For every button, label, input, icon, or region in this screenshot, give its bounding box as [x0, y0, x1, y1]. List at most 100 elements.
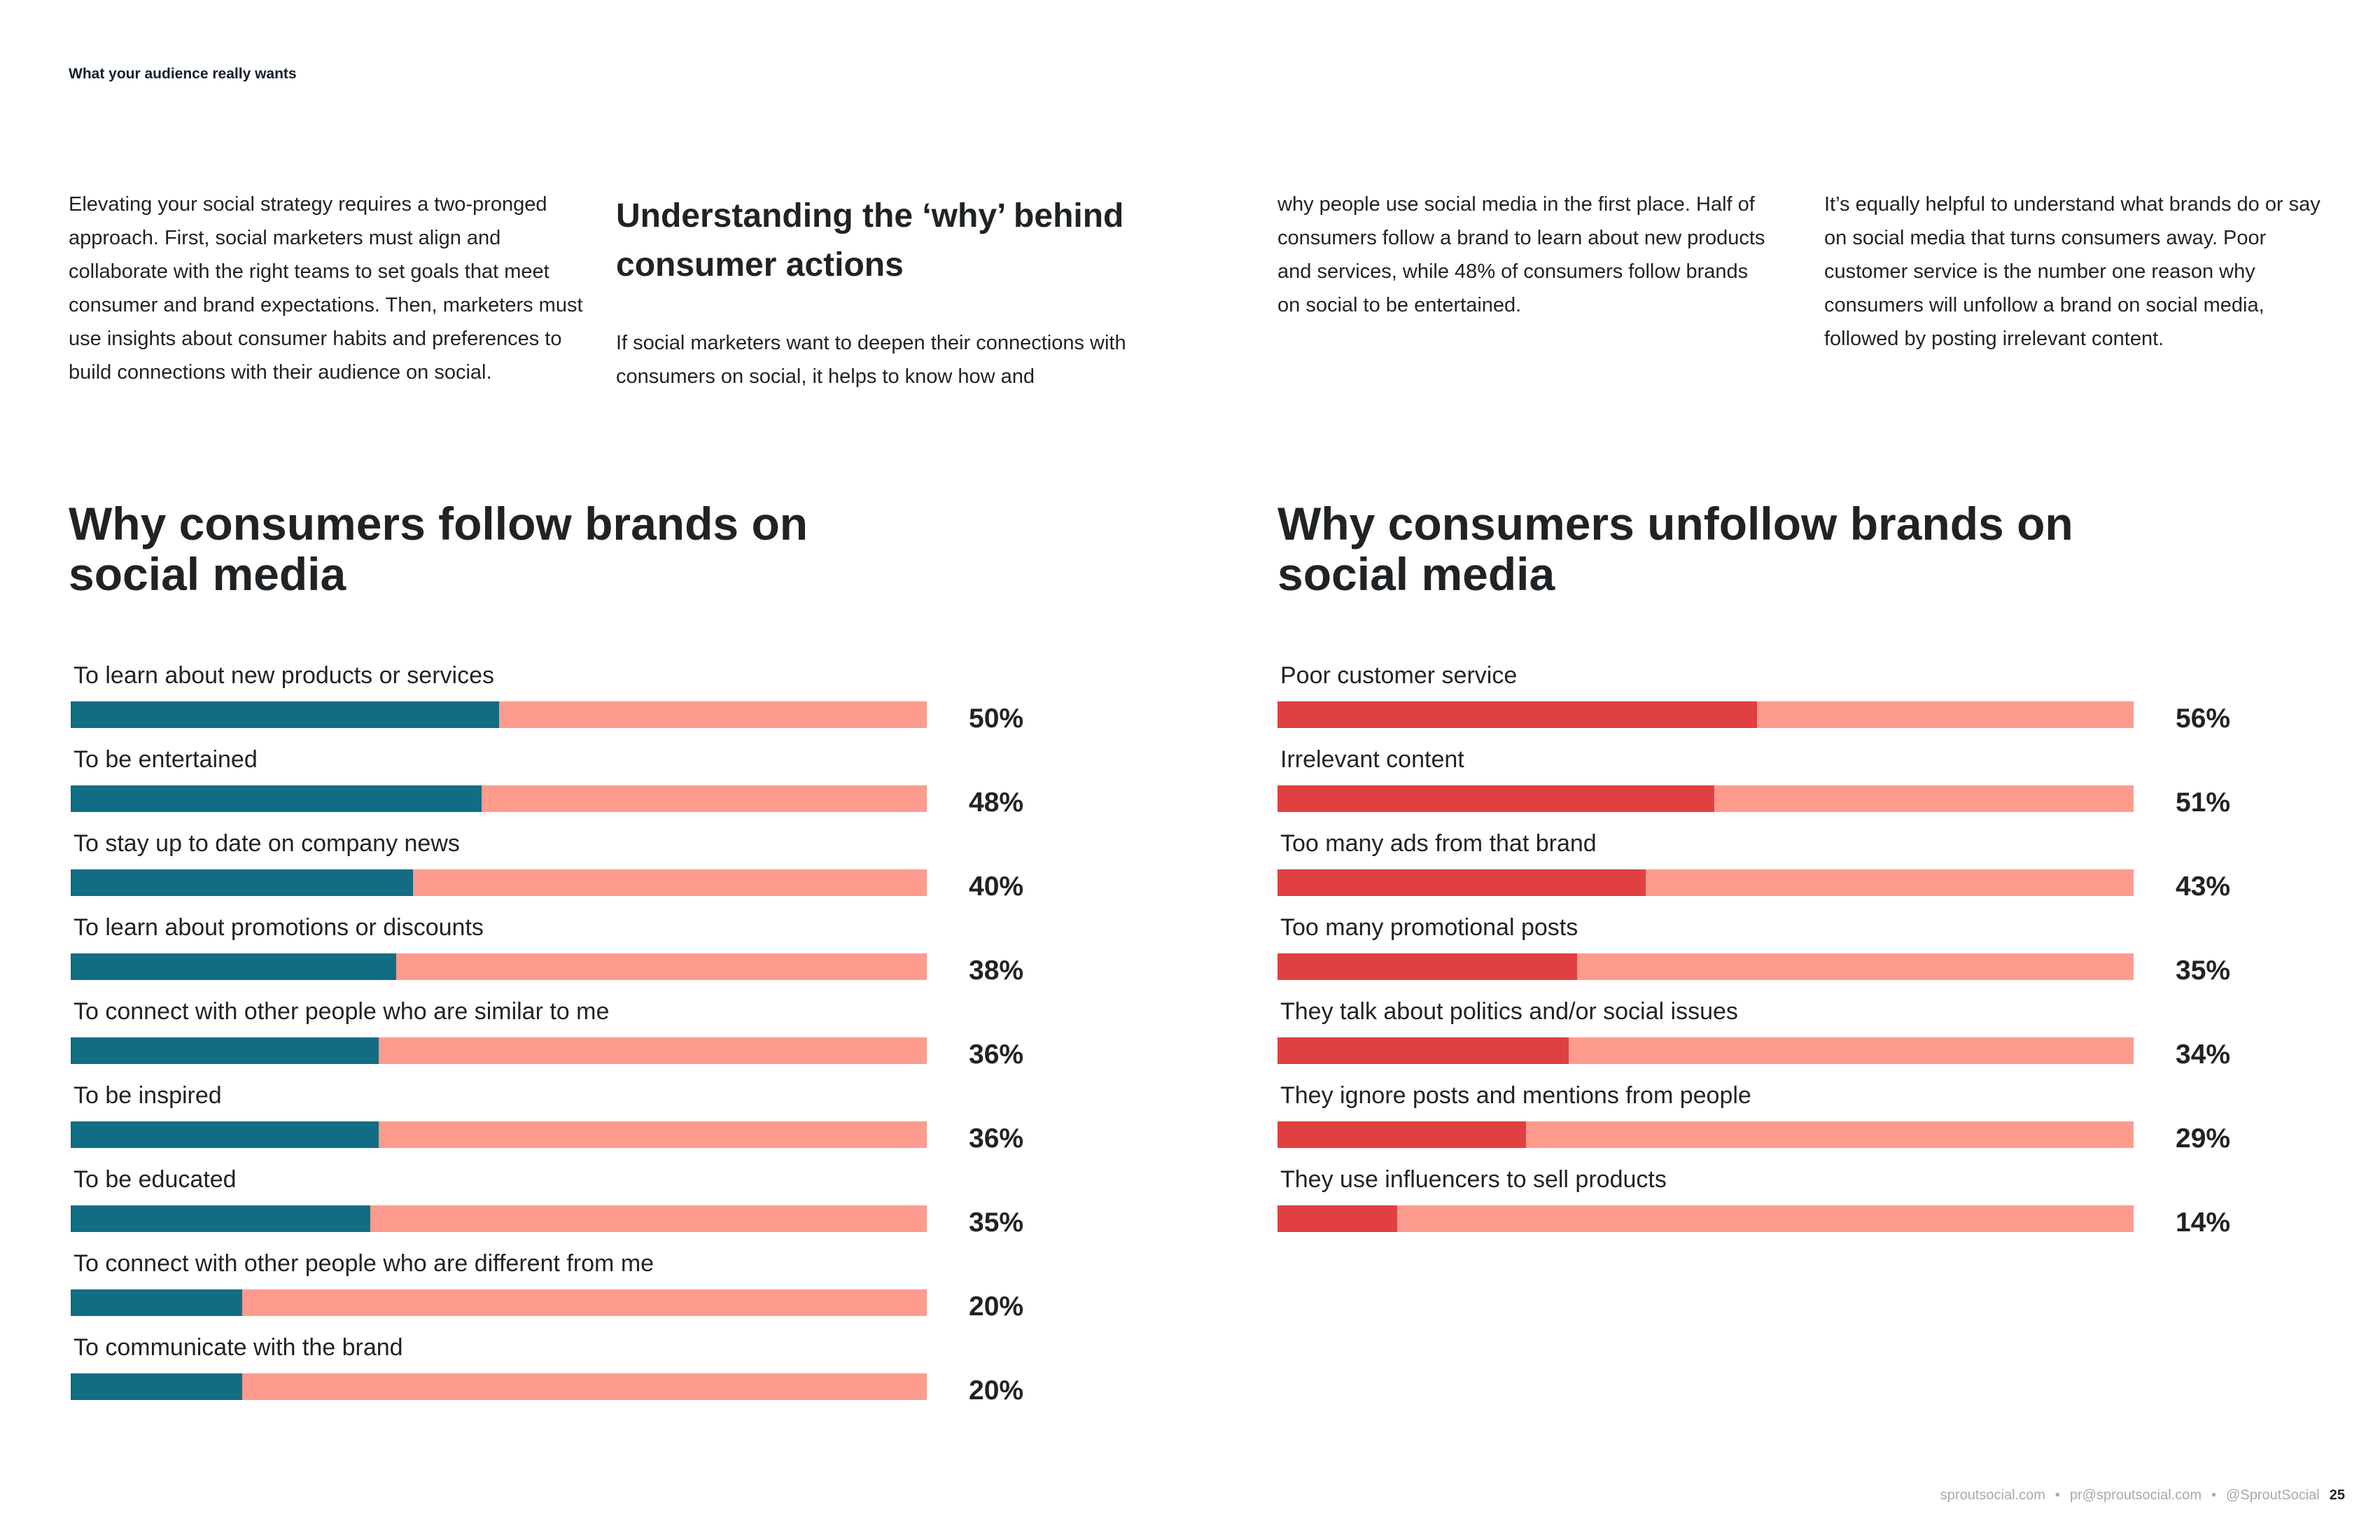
bar-value-label: 20%: [969, 1376, 1024, 1406]
bar-fill: [71, 701, 499, 728]
bar-track: [1278, 869, 2134, 896]
bar-track: [71, 953, 927, 980]
bar-row: To communicate with the brand 20%: [71, 1333, 1051, 1417]
bar-row: They talk about politics and/or social i…: [1278, 997, 2258, 1081]
bar-value-label: 36%: [969, 1124, 1024, 1154]
follow-chart-title: Why consumers follow brands on social me…: [69, 498, 808, 600]
intro-column-2: Understanding the ‘why’ behind consumer …: [616, 188, 1148, 393]
bar-fill: [1278, 1121, 1526, 1148]
bar-row: To be educated 35%: [71, 1165, 1051, 1249]
bar-row: They ignore posts and mentions from peop…: [1278, 1081, 2258, 1165]
intro-paragraph-4: It’s equally helpful to understand what …: [1824, 193, 2320, 350]
bar-row: Too many promotional posts 35%: [1278, 913, 2258, 997]
bar-value-label: 51%: [2176, 788, 2231, 818]
bar-track: [1278, 1205, 2134, 1232]
intro-column-4: It’s equally helpful to understand what …: [1824, 188, 2328, 356]
intro-subheading: Understanding the ‘why’ behind consumer …: [616, 197, 1124, 284]
bar-row: To learn about promotions or discounts 38…: [71, 913, 1051, 997]
bar-track: [71, 1037, 927, 1064]
unfollow-chart: Poor customer service 56% Irrelevant conte…: [1278, 661, 2258, 1249]
bar-track: [1278, 1121, 2134, 1148]
bar-fill: [1278, 953, 1578, 980]
bar-label: They talk about politics and/or social i…: [1280, 998, 1738, 1025]
bar-label: To be entertained: [74, 746, 258, 773]
intro-paragraph-2: If social marketers want to deepen their…: [616, 332, 1126, 388]
bar-track: [1278, 701, 2134, 728]
bar-fill: [1278, 785, 1714, 812]
bar-track: [71, 701, 927, 728]
footer-handle: @SproutSocial: [2226, 1488, 2320, 1503]
bar-label: Poor customer service: [1280, 662, 1518, 689]
bar-value-label: 14%: [2176, 1208, 2231, 1238]
bar-track: [71, 869, 927, 896]
bar-row: To connect with other people who are sim…: [71, 997, 1051, 1081]
bar-value-label: 29%: [2176, 1124, 2231, 1154]
bar-label: To learn about promotions or discounts: [74, 914, 484, 941]
bar-fill: [71, 869, 414, 896]
bar-row: Poor customer service 56%: [1278, 661, 2258, 745]
bar-row: To be inspired 36%: [71, 1081, 1051, 1165]
bar-label: Irrelevant content: [1280, 746, 1464, 773]
intro-column-3: why people use social media in the first…: [1278, 188, 1768, 322]
bar-label: To communicate with the brand: [74, 1334, 403, 1361]
bar-fill: [71, 1289, 242, 1316]
bar-track: [71, 1373, 927, 1400]
bar-fill: [71, 785, 482, 812]
bar-value-label: 35%: [2176, 955, 2231, 986]
bar-track: [71, 785, 927, 812]
bar-track: [71, 1289, 927, 1316]
bar-value-label: 56%: [2176, 704, 2231, 734]
bar-label: To stay up to date on company news: [74, 830, 460, 857]
bar-row: To connect with other people who are dif…: [71, 1249, 1051, 1333]
bar-value-label: 38%: [969, 955, 1024, 986]
bar-track: [71, 1121, 927, 1148]
bar-value-label: 48%: [969, 788, 1024, 818]
bar-value-label: 36%: [969, 1040, 1024, 1070]
intro-column-1: Elevating your social strategy requires …: [69, 188, 601, 389]
bar-label: They use influencers to sell products: [1280, 1166, 1667, 1193]
footer: sproutsocial.com • pr@sproutsocial.com • @Sp…: [1940, 1488, 2345, 1504]
bar-fill: [71, 1037, 379, 1064]
unfollow-chart-title: Why consumers unfollow brands on social …: [1278, 498, 2073, 600]
bar-fill: [71, 1205, 371, 1232]
bar-fill: [1278, 1205, 1398, 1232]
bar-label: To connect with other people who are dif…: [74, 1250, 654, 1277]
intro-paragraph-3: why people use social media in the first…: [1278, 193, 1765, 316]
intro-paragraph-1: Elevating your social strategy requires …: [69, 193, 583, 384]
bar-label: Too many promotional posts: [1280, 914, 1578, 941]
bar-value-label: 50%: [969, 704, 1024, 734]
bar-value-label: 35%: [969, 1208, 1024, 1238]
page-number: 25: [2329, 1488, 2345, 1503]
footer-email: pr@sproutsocial.com: [2069, 1488, 2202, 1503]
bar-fill: [1278, 1037, 1569, 1064]
bar-value-label: 34%: [2176, 1040, 2231, 1070]
bar-track: [1278, 953, 2134, 980]
bar-row: To learn about new products or services 5…: [71, 661, 1051, 745]
bar-row: They use influencers to sell products 14%: [1278, 1165, 2258, 1249]
bar-row: Too many ads from that brand 43%: [1278, 829, 2258, 913]
follow-chart: To learn about new products or services 5…: [71, 661, 1051, 1417]
bar-row: To stay up to date on company news 40%: [71, 829, 1051, 913]
bar-track: [1278, 1037, 2134, 1064]
bar-label: Too many ads from that brand: [1280, 830, 1597, 857]
bar-fill: [1278, 701, 1757, 728]
bar-label: To be educated: [74, 1166, 237, 1193]
bar-label: To learn about new products or services: [74, 662, 494, 689]
bar-label: To be inspired: [74, 1082, 222, 1109]
footer-separator: •: [2211, 1488, 2217, 1503]
bar-track: [71, 1205, 927, 1232]
bar-value-label: 40%: [969, 872, 1024, 902]
bar-fill: [1278, 869, 1646, 896]
bar-track: [1278, 785, 2134, 812]
bar-label: To connect with other people who are sim…: [74, 998, 610, 1025]
bar-row: To be entertained 48%: [71, 745, 1051, 829]
section-header: What your audience really wants: [69, 66, 297, 82]
bar-label: They ignore posts and mentions from peop…: [1280, 1082, 1751, 1109]
footer-separator: •: [2054, 1488, 2060, 1503]
bar-fill: [71, 1373, 242, 1400]
bar-value-label: 43%: [2176, 872, 2231, 902]
footer-website: sproutsocial.com: [1940, 1488, 2045, 1503]
bar-row: Irrelevant content 51%: [1278, 745, 2258, 829]
bar-fill: [71, 953, 396, 980]
bar-fill: [71, 1121, 379, 1148]
